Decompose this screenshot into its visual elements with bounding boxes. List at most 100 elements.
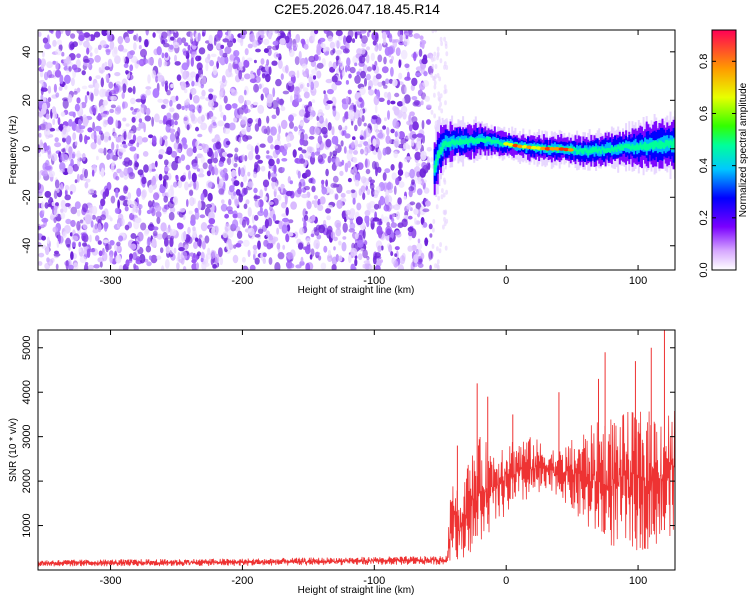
signal-cell [609,142,612,154]
noise-dot [170,235,175,241]
noise-dot [148,134,154,139]
signal-cell [443,141,446,148]
noise-dot [268,66,272,76]
signal-cell [522,146,525,150]
noise-dot [372,138,377,147]
noise-dot [124,186,129,192]
noise-dot [110,104,116,109]
signal-peak [540,146,547,151]
signal-cell [446,142,449,148]
signal-cell [648,142,651,149]
noise-dot [241,128,247,135]
noise-dot [179,208,186,213]
noise-dot [409,111,415,117]
noise-dot [413,33,421,39]
noise-dot [435,204,439,210]
noise-dot [56,240,60,248]
noise-dot [441,188,444,194]
noise-dot [157,75,165,83]
noise-dot [397,264,404,270]
noise-dot [388,138,392,145]
noise-dot [393,106,400,116]
noise-dot [365,54,370,64]
noise-dot [192,162,199,170]
noise-dot [394,131,398,138]
noise-dot [165,124,171,133]
signal-cell [606,142,609,153]
noise-dot [205,252,212,260]
noise-dot [200,193,205,202]
noise-dot [323,90,326,95]
noise-dot [113,46,118,55]
noise-dot [386,182,394,191]
noise-dot [116,143,119,150]
noise-dot [267,201,274,205]
noise-dot [147,57,154,66]
noise-dot [238,137,242,144]
noise-dot [117,199,120,210]
noise-dot [174,54,177,63]
noise-dot [78,248,82,253]
noise-dot [301,63,308,69]
noise-dot [363,260,370,265]
noise-dot [42,51,45,58]
y-tick-label: -20 [21,189,33,205]
noise-dot [167,188,173,198]
snr-marks [38,330,675,567]
noise-dot [175,95,179,102]
signal-cell [436,151,439,161]
noise-dot [270,126,277,136]
noise-dot [83,245,88,251]
noise-dot [162,98,169,105]
noise-dot [253,195,261,200]
noise-dot [288,49,295,57]
noise-dot [155,205,162,212]
noise-dot [148,255,152,260]
noise-dot [383,91,389,98]
noise-dot [207,158,213,164]
noise-dot [38,182,42,191]
noise-dot [426,119,431,125]
noise-dot [338,240,342,246]
noise-dot [311,68,318,75]
noise-dot [144,39,149,48]
noise-dot [329,151,333,157]
noise-dot [135,98,142,103]
signal-cell [579,148,582,152]
noise-dot [340,140,344,147]
noise-dot [214,151,219,159]
noise-dot [311,214,316,222]
noise-dot [293,126,298,132]
signal-cell [615,146,618,152]
noise-dot [53,190,58,199]
noise-dot [38,171,42,181]
y-tick-label: 0 [21,146,33,152]
noise-dot [247,207,252,217]
noise-dot [342,222,348,233]
noise-dot [373,95,380,106]
noise-dot [186,124,190,131]
noise-dot [384,195,390,205]
noise-dot [84,94,88,104]
noise-dot [393,138,400,148]
y-tick-label: 5000 [21,336,33,360]
noise-dot [396,250,399,259]
noise-dot [298,181,302,189]
noise-dot [54,205,58,211]
noise-dot [117,36,124,45]
noise-dot [238,166,241,177]
noise-dot [140,93,147,100]
noise-dot [240,121,246,125]
noise-dot [97,222,102,233]
signal-peak [567,148,574,152]
noise-dot [276,227,279,235]
noise-dot [94,47,99,54]
noise-dot [385,78,390,85]
noise-dot [135,33,139,42]
signal-peak [535,146,542,150]
noise-dot [402,111,407,120]
noise-dot [237,107,244,116]
noise-dot [342,236,347,240]
noise-dot [208,125,212,133]
noise-dot [348,254,352,263]
